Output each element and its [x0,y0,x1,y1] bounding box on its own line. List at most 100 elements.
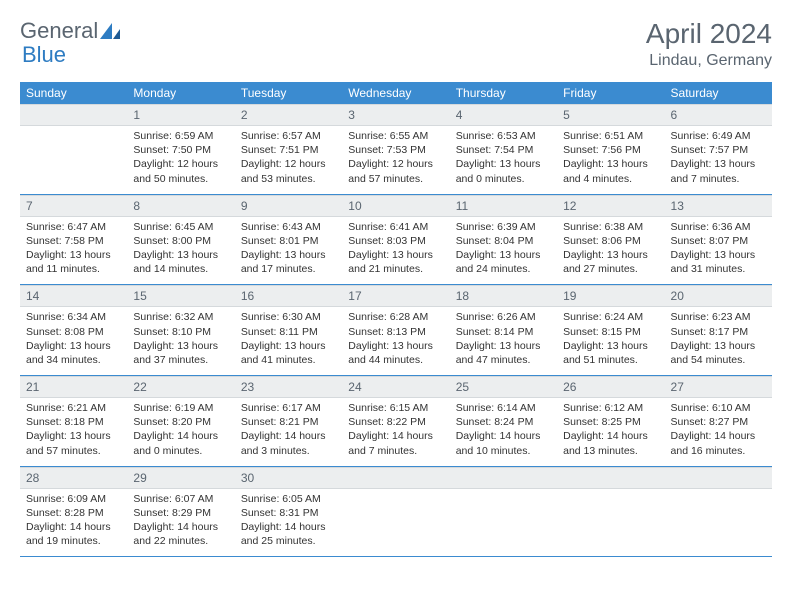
sunset-text: Sunset: 7:51 PM [241,143,336,157]
day-number: 16 [235,285,342,307]
sunset-text: Sunset: 8:18 PM [26,415,121,429]
week-divider [20,556,772,557]
sunrise-text: Sunrise: 6:45 AM [133,220,228,234]
day-header: Monday [127,82,234,104]
day-number: 1 [127,104,234,126]
day-content [557,489,664,514]
day-header: Wednesday [342,82,449,104]
day-number: 12 [557,195,664,217]
sunset-text: Sunset: 7:54 PM [456,143,551,157]
day-cell: 10Sunrise: 6:41 AMSunset: 8:03 PMDayligh… [342,195,449,285]
sunrise-text: Sunrise: 6:38 AM [563,220,658,234]
daylight-text: Daylight: 14 hours and 7 minutes. [348,429,443,457]
day-number: 2 [235,104,342,126]
day-number: 27 [665,376,772,398]
calendar-table: SundayMondayTuesdayWednesdayThursdayFrid… [20,82,772,557]
day-number: 28 [20,467,127,489]
sunset-text: Sunset: 8:24 PM [456,415,551,429]
sunrise-text: Sunrise: 6:39 AM [456,220,551,234]
daylight-text: Daylight: 14 hours and 22 minutes. [133,520,228,548]
day-cell: 27Sunrise: 6:10 AMSunset: 8:27 PMDayligh… [665,376,772,466]
daylight-text: Daylight: 14 hours and 19 minutes. [26,520,121,548]
daylight-text: Daylight: 13 hours and 4 minutes. [563,157,658,185]
sunrise-text: Sunrise: 6:12 AM [563,401,658,415]
logo: General [20,18,122,44]
day-number: 18 [450,285,557,307]
sunrise-text: Sunrise: 6:57 AM [241,129,336,143]
day-content: Sunrise: 6:15 AMSunset: 8:22 PMDaylight:… [342,398,449,466]
day-content: Sunrise: 6:12 AMSunset: 8:25 PMDaylight:… [557,398,664,466]
sunrise-text: Sunrise: 6:28 AM [348,310,443,324]
sunrise-text: Sunrise: 6:51 AM [563,129,658,143]
calendar-head: SundayMondayTuesdayWednesdayThursdayFrid… [20,82,772,104]
sunrise-text: Sunrise: 6:32 AM [133,310,228,324]
sunset-text: Sunset: 7:56 PM [563,143,658,157]
day-cell: 2 Sunrise: 6:57 AMSunset: 7:51 PMDaylight… [235,104,342,194]
sunset-text: Sunset: 8:20 PM [133,415,228,429]
title-block: April 2024 Lindau, Germany [646,18,772,70]
day-cell [450,467,557,557]
sunset-text: Sunset: 8:25 PM [563,415,658,429]
day-cell: 6Sunrise: 6:49 AMSunset: 7:57 PMDaylight… [665,104,772,194]
daylight-text: Daylight: 12 hours and 50 minutes. [133,157,228,185]
calendar-body: 1Sunrise: 6:59 AMSunset: 7:50 PMDaylight… [20,104,772,557]
day-content: Sunrise: 6:30 AMSunset: 8:11 PMDaylight:… [235,307,342,375]
day-number [665,467,772,489]
day-content: Sunrise: 6:07 AMSunset: 8:29 PMDaylight:… [127,489,234,557]
logo-text-general: General [20,18,98,44]
day-cell: 17Sunrise: 6:28 AMSunset: 8:13 PMDayligh… [342,285,449,375]
daylight-text: Daylight: 14 hours and 16 minutes. [671,429,766,457]
day-content: Sunrise: 6:21 AMSunset: 8:18 PMDaylight:… [20,398,127,466]
day-cell: 15Sunrise: 6:32 AMSunset: 8:10 PMDayligh… [127,285,234,375]
day-cell: 18Sunrise: 6:26 AMSunset: 8:14 PMDayligh… [450,285,557,375]
sunset-text: Sunset: 8:21 PM [241,415,336,429]
day-cell [20,104,127,194]
sunset-text: Sunset: 7:53 PM [348,143,443,157]
sunset-text: Sunset: 8:07 PM [671,234,766,248]
day-content: Sunrise: 6:19 AMSunset: 8:20 PMDaylight:… [127,398,234,466]
daylight-text: Daylight: 13 hours and 47 minutes. [456,339,551,367]
daylight-text: Daylight: 12 hours and 57 minutes. [348,157,443,185]
day-cell: 13Sunrise: 6:36 AMSunset: 8:07 PMDayligh… [665,195,772,285]
day-content: Sunrise: 6:10 AMSunset: 8:27 PMDaylight:… [665,398,772,466]
day-header: Friday [557,82,664,104]
sunset-text: Sunset: 7:58 PM [26,234,121,248]
day-number: 25 [450,376,557,398]
day-cell: 14Sunrise: 6:34 AMSunset: 8:08 PMDayligh… [20,285,127,375]
daylight-text: Daylight: 13 hours and 21 minutes. [348,248,443,276]
daylight-text: Daylight: 13 hours and 11 minutes. [26,248,121,276]
day-content: Sunrise: 6:43 AMSunset: 8:01 PMDaylight:… [235,217,342,285]
day-number: 6 [665,104,772,126]
day-header: Thursday [450,82,557,104]
day-number: 26 [557,376,664,398]
daylight-text: Daylight: 12 hours and 53 minutes. [241,157,336,185]
sail-icon [100,23,120,39]
day-content: Sunrise: 6:36 AMSunset: 8:07 PMDaylight:… [665,217,772,285]
week-row: 28Sunrise: 6:09 AMSunset: 8:28 PMDayligh… [20,467,772,557]
sunrise-text: Sunrise: 6:49 AM [671,129,766,143]
day-content: Sunrise: 6:41 AMSunset: 8:03 PMDaylight:… [342,217,449,285]
day-number: 17 [342,285,449,307]
week-row: 1Sunrise: 6:59 AMSunset: 7:50 PMDaylight… [20,104,772,194]
sunrise-text: Sunrise: 6:09 AM [26,492,121,506]
day-cell: 9Sunrise: 6:43 AMSunset: 8:01 PMDaylight… [235,195,342,285]
sunrise-text: Sunrise: 6:23 AM [671,310,766,324]
day-content [342,489,449,514]
week-row: 7Sunrise: 6:47 AMSunset: 7:58 PMDaylight… [20,195,772,285]
sunset-text: Sunset: 7:50 PM [133,143,228,157]
sunset-text: Sunset: 8:31 PM [241,506,336,520]
sunrise-text: Sunrise: 6:41 AM [348,220,443,234]
sunset-text: Sunset: 8:11 PM [241,325,336,339]
sunset-text: Sunset: 8:14 PM [456,325,551,339]
daylight-text: Daylight: 13 hours and 54 minutes. [671,339,766,367]
day-number: 7 [20,195,127,217]
daylight-text: Daylight: 13 hours and 57 minutes. [26,429,121,457]
day-number [450,467,557,489]
sunset-text: Sunset: 7:57 PM [671,143,766,157]
sunrise-text: Sunrise: 6:43 AM [241,220,336,234]
day-cell: 21Sunrise: 6:21 AMSunset: 8:18 PMDayligh… [20,376,127,466]
header: General April 2024 Lindau, Germany [20,18,772,70]
sunrise-text: Sunrise: 6:15 AM [348,401,443,415]
day-content: Sunrise: 6:53 AMSunset: 7:54 PMDaylight:… [450,126,557,194]
daylight-text: Daylight: 13 hours and 24 minutes. [456,248,551,276]
